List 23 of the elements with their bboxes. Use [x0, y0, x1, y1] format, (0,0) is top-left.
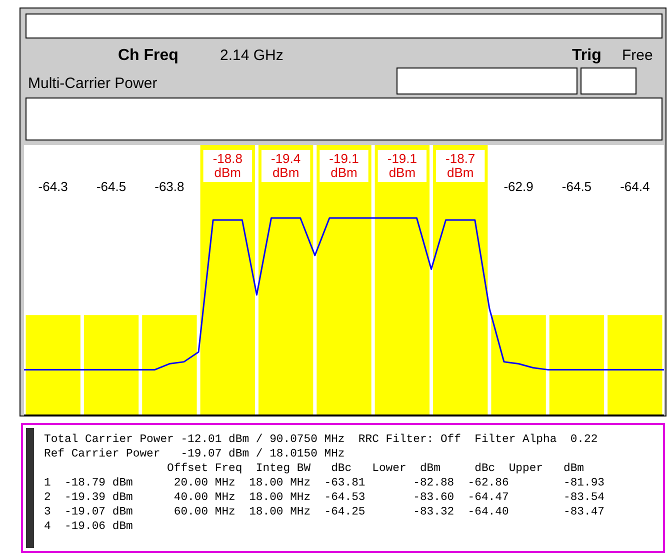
text: Total Carrier Power -12.01 dBm / 90.0750 MHz RRC Filter: Off Filter Alpha 0.22 — [44, 433, 598, 446]
chart-title: Multi-Carrier Power — [28, 75, 158, 92]
annotation: -18.7 dBm — [446, 151, 476, 180]
text: Ch Freq — [118, 47, 178, 64]
text: 2 -19.39 dBm 40.00 MHz 18.00 MHz -64.53 -83.60 -64.47 -83.54 — [44, 491, 605, 504]
text: 1 -18.79 dBm 20.00 MHz 18.00 MHz -63.81 -82.88 -62.86 -81.93 — [44, 476, 605, 490]
annotation: -19.1 dBm — [387, 151, 417, 180]
text: Ref Carrier Power -19.07 dBm / 18.0150 MHz — [44, 448, 345, 460]
annotation: -64.3 — [38, 179, 68, 194]
text: 3 -19.07 dBm 60.00 MHz 18.00 MHz -64.25 -83.32 -64.40 -83.47 — [44, 506, 605, 518]
text: Offset Freq Integ BW dBc Lower dBm dBc Upper dBm — [44, 462, 584, 475]
annotation: -64.5 — [96, 179, 126, 194]
text: 2.14 GHz — [220, 47, 284, 64]
annotation: -19.1 dBm — [329, 151, 359, 180]
annotation: -63.8 — [154, 179, 184, 194]
text: Trig — [572, 47, 602, 64]
annotation: -18.8 dBm — [212, 151, 242, 180]
annotation: -64.5 — [562, 179, 592, 194]
text: Free — [622, 47, 653, 64]
annotation: -64.4 — [620, 179, 650, 194]
annotation: -19.4 dBm — [271, 151, 301, 180]
text: 4 -19.06 dBm — [44, 520, 134, 533]
annotation: -62.9 — [504, 179, 534, 194]
